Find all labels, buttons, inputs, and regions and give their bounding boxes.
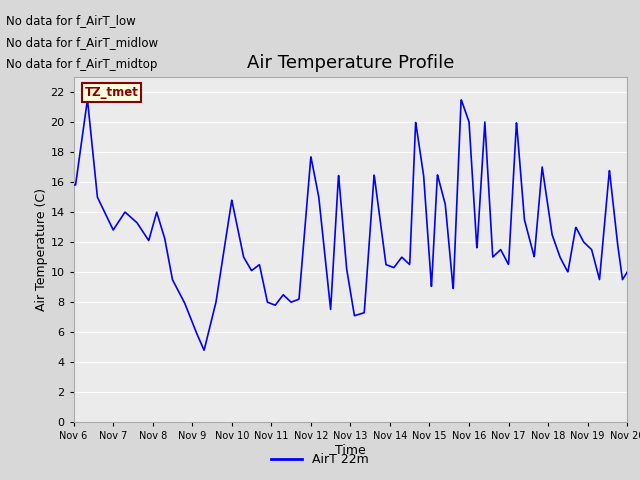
Title: Air Temperature Profile: Air Temperature Profile bbox=[246, 54, 454, 72]
Text: No data for f_AirT_low: No data for f_AirT_low bbox=[6, 14, 136, 27]
Legend: AirT 22m: AirT 22m bbox=[266, 448, 374, 471]
Y-axis label: Air Temperature (C): Air Temperature (C) bbox=[35, 188, 47, 311]
Text: TZ_tmet: TZ_tmet bbox=[84, 86, 138, 99]
Text: No data for f_AirT_midtop: No data for f_AirT_midtop bbox=[6, 58, 158, 71]
Text: No data for f_AirT_midlow: No data for f_AirT_midlow bbox=[6, 36, 159, 49]
X-axis label: Time: Time bbox=[335, 444, 366, 457]
